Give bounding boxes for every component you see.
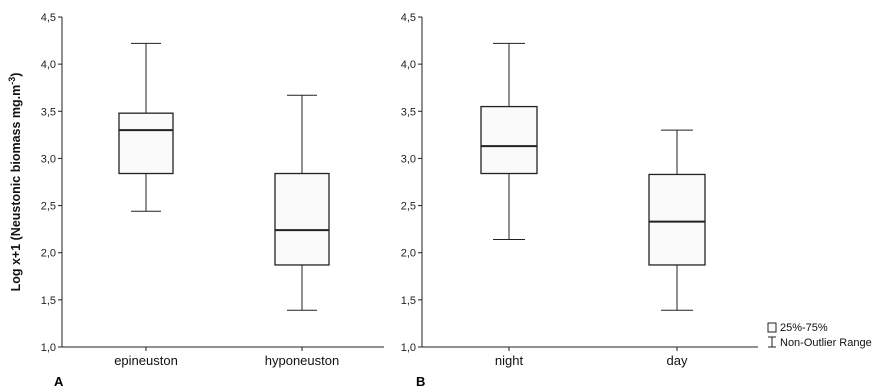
y-axis-title: Log x+1 (Neustonic biomass mg.m-3) (7, 73, 23, 292)
y-tick-label: 3,5 (41, 106, 56, 118)
category-label: epineuston (114, 353, 178, 368)
category-label: night (495, 353, 524, 368)
y-tick-label: 4,5 (41, 12, 56, 24)
category-label: hyponeuston (265, 353, 339, 368)
iqr-box (480, 105, 538, 175)
y-tick-label: 3,5 (401, 106, 416, 118)
legend-box-label: 25%-75% (780, 322, 828, 334)
category-label: day (667, 353, 688, 368)
y-tick-label: 2,5 (401, 201, 416, 213)
legend: 25%-75% Non-Outlier Range (767, 322, 872, 349)
boxplot-panel-a: 1,0 1,5 2,0 2,5 3,0 3,5 4,0 4,5 epineuston hypone… (41, 12, 384, 368)
y-tick-label: 4,5 (401, 12, 416, 24)
y-tick-label: 1,0 (41, 342, 56, 354)
y-tick-label: 1,5 (41, 295, 56, 307)
y-tick-label: 2,0 (41, 248, 56, 260)
panel-label-b: B (416, 374, 425, 389)
iqr-box (648, 173, 706, 266)
y-tick-label: 3,0 (41, 153, 56, 165)
legend-whisker-label: Non-Outlier Range (780, 337, 872, 349)
iqr-box (274, 172, 330, 266)
y-tick-label: 3,0 (401, 153, 416, 165)
boxplot-panel-b: 1,0 1,5 2,0 2,5 3,0 3,5 4,0 4,5 night day (401, 12, 758, 368)
legend-box-swatch (767, 322, 777, 333)
iqr-box (118, 112, 174, 175)
y-tick-label: 2,5 (41, 201, 56, 213)
y-tick-label: 4,0 (41, 59, 56, 71)
y-tick-label: 2,0 (401, 248, 416, 260)
y-tick-label: 1,5 (401, 295, 416, 307)
panel-label-a: A (54, 374, 64, 389)
y-tick-label: 4,0 (401, 59, 416, 71)
y-tick-label: 1,0 (401, 342, 416, 354)
